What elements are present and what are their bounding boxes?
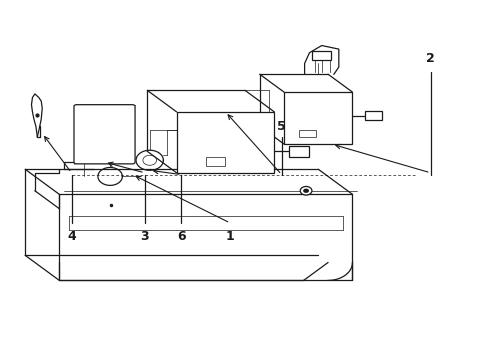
Text: 1: 1 <box>226 230 235 243</box>
Text: 3: 3 <box>141 230 149 243</box>
Bar <box>176 112 274 173</box>
Circle shape <box>300 186 312 195</box>
Bar <box>289 146 309 157</box>
Bar <box>284 92 352 144</box>
Bar <box>312 51 331 60</box>
Text: 5: 5 <box>277 120 286 134</box>
FancyBboxPatch shape <box>74 105 135 164</box>
Text: 4: 4 <box>67 230 76 243</box>
Bar <box>206 157 225 166</box>
Text: 6: 6 <box>177 230 186 243</box>
Bar <box>299 130 316 137</box>
Bar <box>365 111 382 120</box>
Circle shape <box>303 189 309 193</box>
Text: 2: 2 <box>426 52 435 65</box>
